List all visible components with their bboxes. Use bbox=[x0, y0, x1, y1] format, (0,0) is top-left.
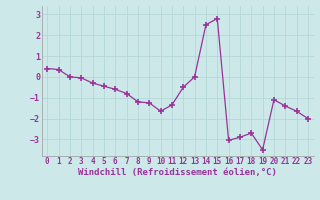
X-axis label: Windchill (Refroidissement éolien,°C): Windchill (Refroidissement éolien,°C) bbox=[78, 168, 277, 177]
